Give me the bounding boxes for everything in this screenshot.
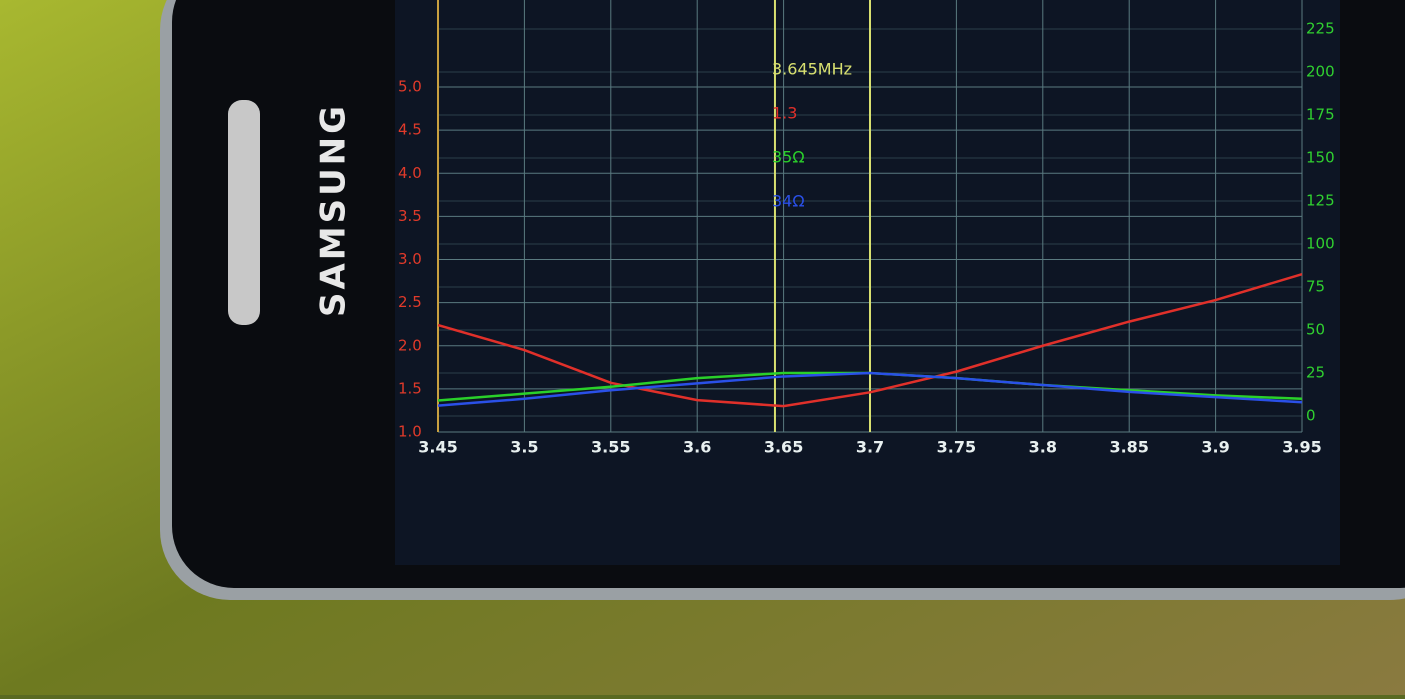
x-tick-label: 3.5	[510, 438, 538, 457]
x-tick-label: 3.65	[764, 438, 803, 457]
speaker	[228, 100, 260, 325]
brand: SAMSUNG	[314, 103, 354, 317]
readout-swr: 1.3	[772, 104, 797, 123]
y2-tick-label: 150	[1306, 149, 1335, 167]
y2-tick-label: 25	[1306, 364, 1325, 382]
y-tick-label: 4.5	[398, 121, 422, 139]
y-tick-label: 2.5	[398, 293, 422, 311]
readout-frequency: 3.645MHz	[772, 60, 852, 79]
y2-tick-label: 200	[1306, 63, 1335, 81]
series-line	[437, 272, 1303, 408]
y-tick-label: 2.0	[398, 336, 422, 354]
screen	[395, 0, 1340, 565]
y2-tick-label: 100	[1306, 235, 1335, 253]
x-tick-label: 3.45	[418, 438, 457, 457]
y2-tick-label: 0	[1306, 407, 1316, 425]
y-tick-label: 4.0	[398, 164, 422, 182]
readout-resistance: 34Ω	[772, 192, 805, 211]
y-tick-label: 3.5	[398, 207, 422, 225]
y2-tick-label: 50	[1306, 321, 1325, 339]
readout-impedance: 35Ω	[772, 148, 805, 167]
x-tick-label: 3.95	[1282, 438, 1321, 457]
x-tick-label: 3.6	[683, 438, 711, 457]
y2-tick-label: 125	[1306, 192, 1335, 210]
y-tick-label: 1.0	[398, 423, 422, 441]
y-tick-label: 5.0	[398, 78, 422, 96]
x-tick-label: 3.7	[856, 438, 884, 457]
x-tick-label: 3.9	[1201, 438, 1229, 457]
series-line	[437, 371, 1303, 407]
x-tick-label: 3.55	[591, 438, 630, 457]
y2-tick-label: 175	[1306, 106, 1335, 124]
x-tick-label: 3.75	[937, 438, 976, 457]
y2-tick-label: 75	[1306, 278, 1325, 296]
y2-tick-label: 225	[1306, 20, 1335, 38]
x-tick-label: 3.8	[1029, 438, 1057, 457]
x-tick-label: 3.85	[1109, 438, 1148, 457]
y-tick-label: 1.5	[398, 379, 422, 397]
y-tick-label: 3.0	[398, 250, 422, 268]
